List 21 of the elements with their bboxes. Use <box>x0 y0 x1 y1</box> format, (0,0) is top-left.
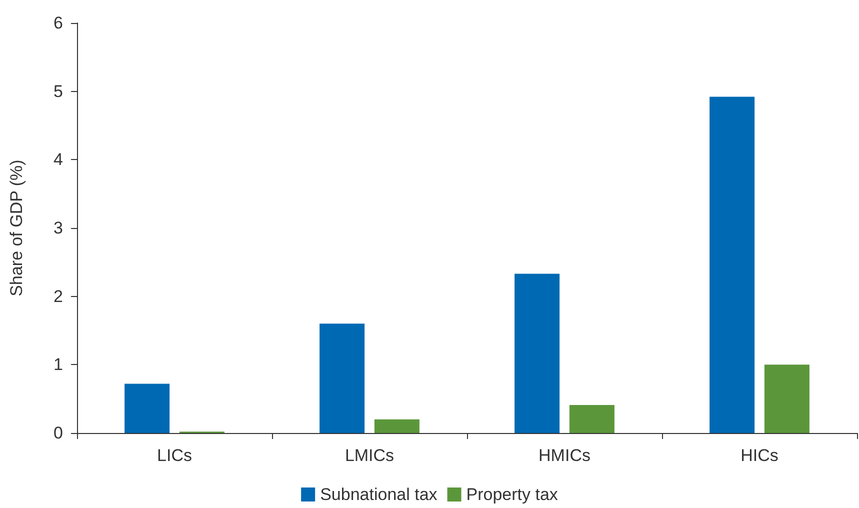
legend-label: Subnational tax <box>320 485 438 504</box>
x-tick-label: LMICs <box>344 446 394 465</box>
bar <box>514 274 560 433</box>
bar <box>764 364 810 433</box>
y-tick-label: 5 <box>54 82 63 101</box>
y-tick-label: 2 <box>54 286 63 306</box>
y-tick-label: 4 <box>54 150 63 170</box>
bar <box>374 419 420 433</box>
y-tick-label: 1 <box>54 355 63 374</box>
x-tick-label: LICs <box>157 446 192 465</box>
legend-label: Property tax <box>466 485 558 504</box>
y-tick-label: 0 <box>54 424 63 442</box>
bar <box>320 324 365 433</box>
y-tick-label: 3 <box>54 218 63 238</box>
bar <box>124 384 170 433</box>
y-axis-title: Share of GDP (%) <box>7 160 26 296</box>
x-tick-label: HICs <box>740 446 778 465</box>
bar <box>710 96 755 433</box>
y-tick-label: 6 <box>54 14 63 32</box>
x-tick-label: HMICs <box>538 446 590 465</box>
bar <box>569 404 614 433</box>
